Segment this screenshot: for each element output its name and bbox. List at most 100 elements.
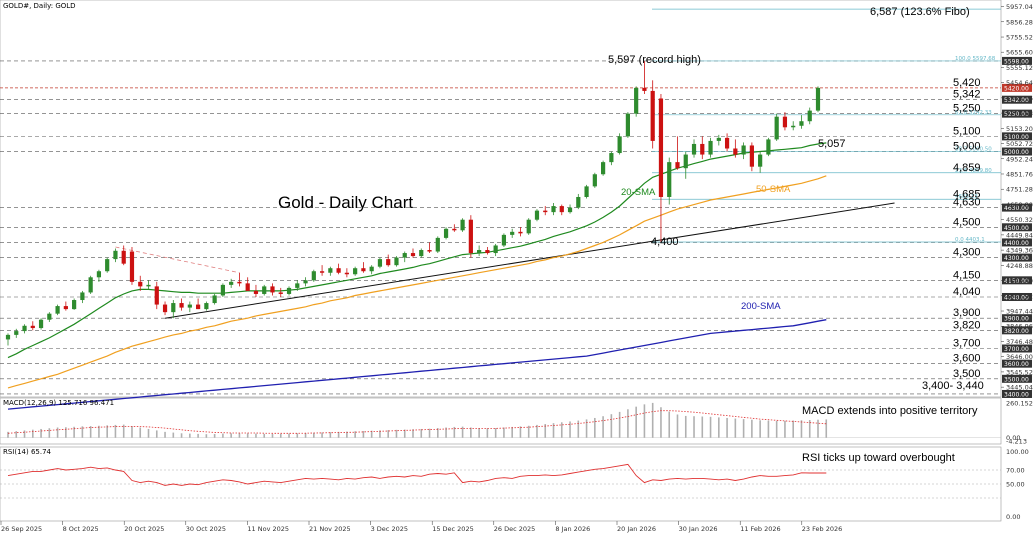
candle-body	[196, 304, 201, 310]
candle	[708, 137, 713, 158]
candle	[105, 257, 110, 273]
candle	[782, 112, 788, 131]
candle-body	[220, 284, 225, 296]
price-tag-text: 5342.00	[1004, 97, 1029, 104]
level-label: 4,150	[953, 269, 981, 281]
candle-body	[328, 268, 333, 273]
y-tick-label: 4550.32	[1006, 216, 1033, 224]
price-tag-text: 4400.00	[1004, 240, 1029, 247]
candle	[394, 256, 399, 267]
y-tick-label: 5555.12	[1006, 64, 1033, 72]
candle-body	[667, 162, 672, 197]
candle	[758, 151, 763, 173]
low-label: 4,400	[651, 236, 679, 248]
price-tag-text: 3900.00	[1004, 316, 1029, 323]
sma200-line	[7, 319, 827, 410]
y-tick-label: 5856.28	[1006, 18, 1033, 26]
candle	[468, 215, 473, 258]
candle	[410, 248, 416, 258]
level-label: 3,400- 3,440	[922, 380, 984, 392]
price-tag-box	[1002, 326, 1032, 335]
price-tag: 5000.00	[1002, 147, 1032, 156]
candle-body	[146, 284, 151, 287]
candle-body	[774, 116, 779, 140]
level-label: 5,342	[953, 89, 981, 101]
candle-body	[14, 331, 19, 335]
candle-body	[47, 313, 52, 320]
y-tick-label: 3746.48	[1006, 338, 1033, 346]
rsi-tick-label: 100.00	[1006, 448, 1029, 456]
y-tick-label: 5052.72	[1006, 140, 1033, 148]
record-high-label: 5,597 (record high)	[608, 54, 701, 66]
candle	[328, 266, 333, 276]
candle	[667, 157, 672, 205]
price-tag-text: 4300.00	[1004, 255, 1029, 262]
fibo-level-label: 100.0 5597.68	[955, 56, 996, 62]
candle	[96, 269, 102, 282]
candle-body	[741, 145, 746, 155]
price-tag-text: 4630.00	[1004, 205, 1029, 212]
price-tag-box	[1002, 56, 1032, 65]
candle-body	[402, 253, 407, 258]
candle-body	[592, 174, 597, 187]
candle	[559, 204, 564, 216]
candle-body	[493, 245, 498, 254]
level-label: 4,630	[953, 197, 981, 209]
candle	[377, 257, 383, 269]
sma200-label: 200-SMA	[741, 301, 781, 312]
candle-body	[270, 286, 275, 293]
support-trendline	[164, 202, 895, 319]
price-tag-box	[1002, 292, 1032, 301]
level-label: 4,500	[953, 216, 981, 228]
candle-body	[311, 271, 316, 281]
candle-body	[435, 237, 440, 252]
candle	[212, 293, 217, 305]
price-tag-box	[1002, 203, 1032, 212]
price-tag-box	[1002, 132, 1032, 141]
price-tag-box	[1002, 83, 1032, 92]
price-tag-text: 5000.00	[1004, 149, 1029, 156]
candle-body	[162, 304, 168, 313]
level-label: 3,500	[953, 368, 981, 380]
candle-body	[179, 303, 184, 308]
level-label: 4,859	[953, 162, 981, 174]
candle-body	[617, 136, 622, 154]
y-tick-label: 4047.92	[1006, 292, 1033, 300]
candle-body	[204, 303, 209, 310]
candle	[683, 151, 688, 179]
sma20-label: 20-SMA	[621, 187, 656, 198]
candle-body	[377, 259, 383, 267]
candle-body	[212, 295, 217, 304]
price-tag-box	[1002, 147, 1032, 156]
candle-body	[237, 281, 242, 284]
price-tag: 4500.00	[1002, 223, 1032, 232]
fibo-level-label: 0.0 4403.1	[955, 237, 985, 243]
candle-body	[477, 250, 482, 254]
candle-body	[5, 334, 11, 340]
candle-body	[419, 250, 424, 257]
y-tick-label: 3545.52	[1006, 368, 1033, 376]
candle-body	[534, 210, 540, 220]
x-tick-label: 8 Jan 2026	[555, 525, 590, 533]
candle	[592, 172, 597, 188]
level-label: 3,600	[953, 353, 981, 365]
y-tick-label: 5655.60	[1006, 49, 1033, 57]
y-tick-label: 3846.96	[1006, 323, 1033, 331]
fibo-level-label: 4685.13	[955, 194, 978, 200]
candle-body	[559, 206, 564, 213]
candle	[171, 300, 176, 319]
candle-body	[584, 186, 589, 197]
candle	[162, 301, 168, 316]
price-tag-text: 4150.00	[1004, 278, 1029, 285]
y-tick-label: 4449.84	[1006, 231, 1033, 239]
candle	[154, 281, 159, 310]
x-tick-label: 30 Jan 2026	[679, 525, 718, 533]
y-tick-label: 4148.40	[1006, 277, 1033, 285]
candle	[187, 301, 192, 313]
candle	[609, 151, 614, 166]
sma20-line	[7, 142, 827, 359]
candle-body	[262, 286, 267, 294]
candle-body	[30, 325, 35, 329]
candle	[650, 80, 655, 149]
y-tick-label: 4751.28	[1006, 186, 1033, 194]
